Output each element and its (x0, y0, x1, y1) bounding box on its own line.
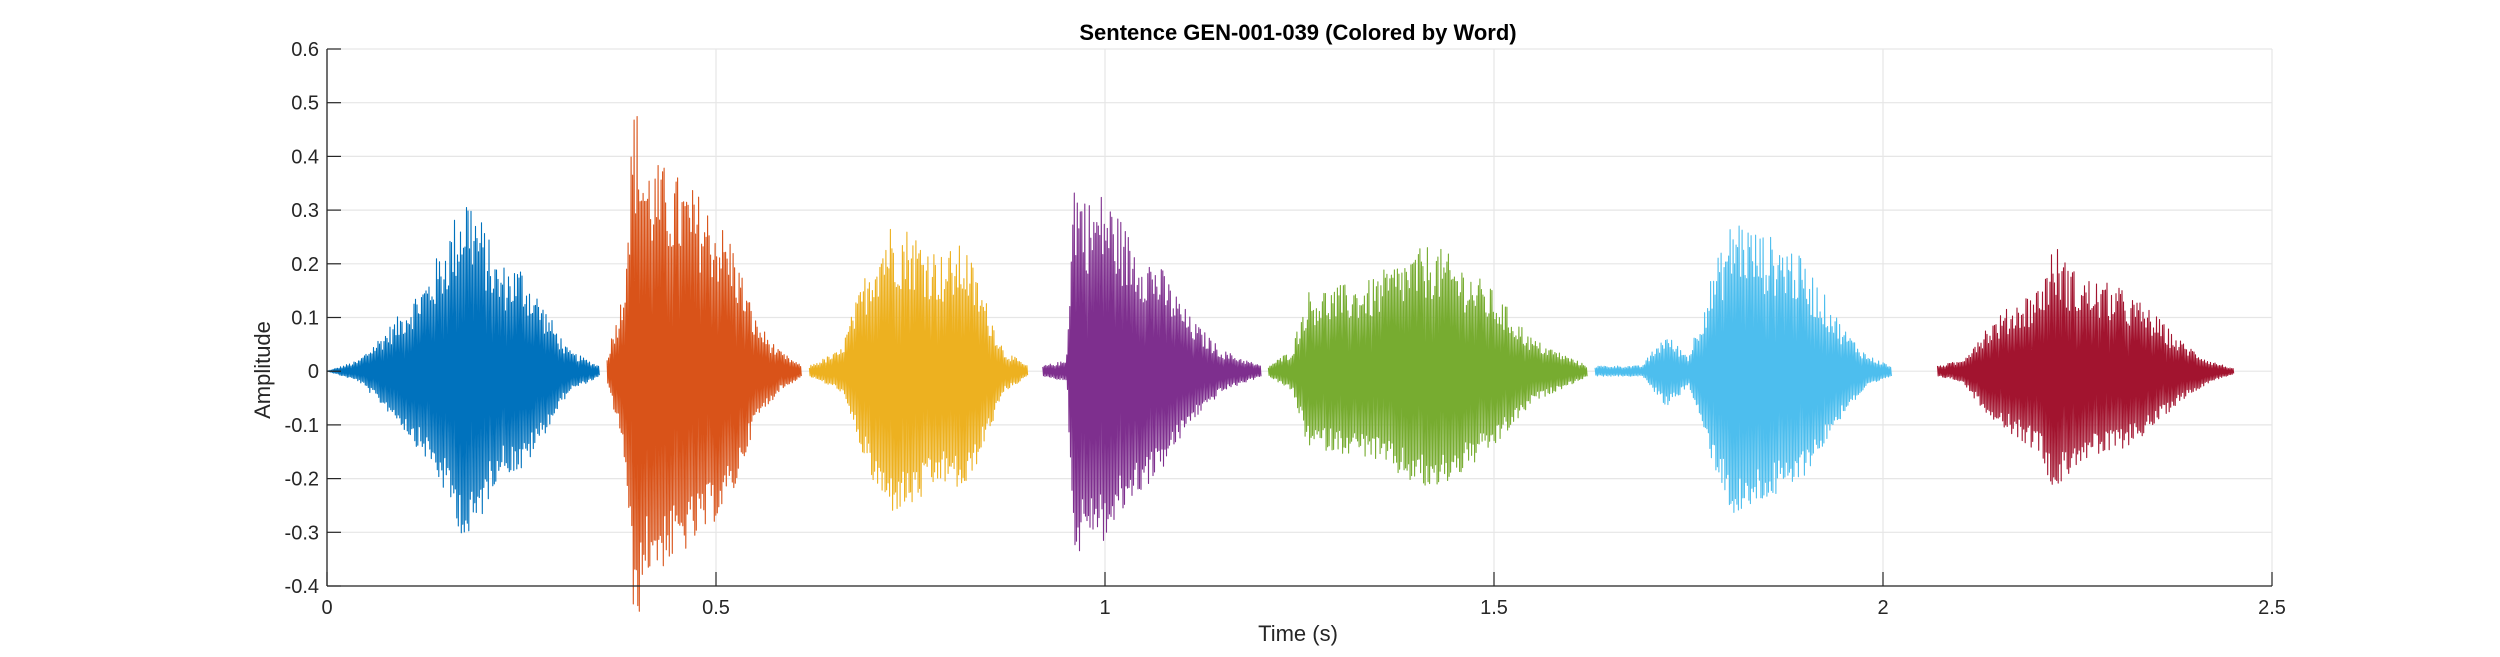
y-axis-label: Amplitude (250, 321, 275, 419)
x-tick-label: 2.5 (2258, 597, 2286, 619)
chart-title: Sentence GEN-001-039 (Colored by Word) (1079, 20, 1516, 45)
y-tick-label: 0.2 (291, 254, 319, 276)
y-tick-label: 0.3 (291, 200, 319, 222)
series-line-7 (1936, 249, 2235, 485)
series-line-2 (606, 116, 802, 612)
x-tick-label: 1 (1099, 597, 1110, 619)
x-axis-label: Time (s) (1258, 621, 1338, 646)
series-line-3 (808, 228, 1029, 511)
series-line-5 (1267, 247, 1588, 486)
y-tick-label: 0.1 (291, 308, 319, 330)
y-tick-label: -0.4 (285, 576, 319, 598)
y-tick-label: -0.1 (285, 415, 319, 437)
x-tick-label: 0 (321, 597, 332, 619)
y-tick-label: 0.5 (291, 93, 319, 115)
y-tick-label: -0.2 (285, 469, 319, 491)
axes: 0 0.5 1 1.5 2 2.5 -0.4 -0.3 -0.2 -0.1 0 0.1 0.2 0.3 0.… (285, 39, 2286, 619)
y-tick-label: 0.6 (291, 39, 319, 61)
y-tick-label: 0.4 (291, 146, 319, 168)
plot-area (327, 116, 2235, 612)
x-tick-label: 2 (1877, 597, 1888, 619)
series-line-6 (1594, 225, 1892, 513)
x-tick-label: 0.5 (702, 597, 730, 619)
series-line-1 (327, 206, 600, 534)
series-line-4 (1042, 192, 1262, 552)
y-tick-label: -0.3 (285, 522, 319, 544)
y-tick-label: 0 (308, 361, 319, 383)
x-tick-label: 1.5 (1480, 597, 1508, 619)
